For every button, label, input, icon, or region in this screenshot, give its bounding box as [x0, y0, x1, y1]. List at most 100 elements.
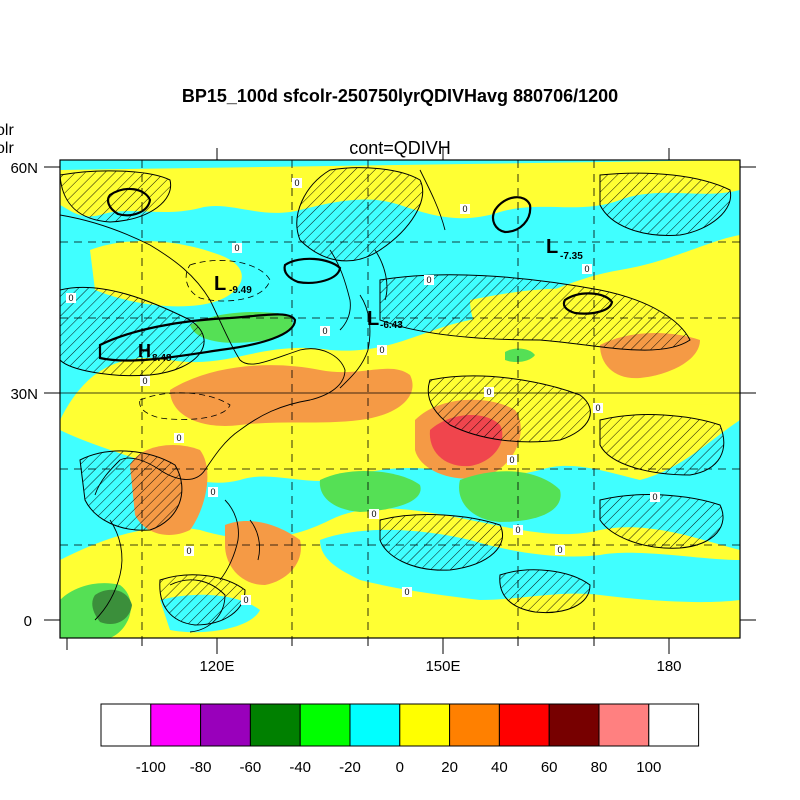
colorbar-tick-6: 20	[441, 759, 458, 776]
svg-text:0: 0	[210, 487, 215, 497]
svg-text:0: 0	[176, 433, 181, 443]
colorbar-tick-7: 40	[491, 759, 508, 776]
zero-label-7: 0	[140, 376, 150, 386]
hatch-sw	[79, 450, 183, 531]
colorbar-box-10	[598, 703, 650, 747]
field-orange-central	[170, 365, 413, 426]
svg-text:0: 0	[322, 326, 327, 336]
zero-label-18: 0	[402, 587, 412, 597]
lat-label-eq: 0	[24, 613, 32, 630]
hatch-se	[599, 414, 725, 476]
map-title: BP15_100d sfcolr-250750lyrQDIVHavg 88070…	[181, 86, 619, 106]
colorbar-box-1	[150, 703, 202, 747]
field-orange-south	[225, 520, 301, 585]
hatch-korea	[296, 167, 424, 262]
zero-label-21: 0	[582, 264, 592, 274]
contour-nw	[107, 187, 152, 217]
zero-label-14: 0	[369, 509, 379, 519]
low-center-1-value: -9.49	[229, 285, 252, 296]
low-center-1-symbol: L	[214, 273, 226, 295]
zero-label-8: 0	[484, 387, 494, 397]
bold-contours	[98, 187, 614, 362]
lat-label-60n: 60N	[10, 160, 38, 177]
zero-label-4: 0	[66, 293, 76, 303]
colorbar-box-11	[648, 703, 700, 747]
svg-text:0: 0	[584, 264, 589, 274]
zero-label-20: 0	[424, 275, 434, 285]
map-subtitle: cont=QDIVH	[349, 138, 451, 158]
contour-ne-2	[562, 292, 614, 315]
svg-text:0: 0	[371, 509, 376, 519]
hatch-nw	[60, 170, 172, 223]
colorbar-ticks: -100 -80 -60 -40 -20 0 20 40 60 80 100	[136, 759, 662, 776]
coast-borneo	[169, 579, 226, 633]
colorbar-box-6	[399, 703, 451, 747]
svg-text:0: 0	[557, 545, 562, 555]
high-center-symbol: H	[138, 341, 151, 361]
svg-text:0: 0	[379, 345, 384, 355]
hatch-sw-2	[159, 574, 246, 626]
zero-label-13: 0	[208, 487, 218, 497]
field-darkgreen-borneo	[92, 589, 132, 625]
colorbar	[100, 703, 700, 747]
low-center-3-value: -7.35	[560, 251, 583, 262]
svg-text:0: 0	[509, 455, 514, 465]
svg-text:0: 0	[68, 293, 73, 303]
dashed-contour-1	[185, 260, 271, 302]
coast-indochina	[94, 519, 123, 621]
hatch-south	[379, 514, 503, 571]
colorbar-tick-8: 60	[541, 759, 558, 776]
low-center-2-value: -6.43	[380, 320, 403, 331]
zero-label-6: 0	[377, 345, 387, 355]
colorbar-tick-0: -100	[136, 759, 166, 776]
svg-text:0: 0	[186, 546, 191, 556]
lon-label-150e: 150E	[425, 658, 460, 675]
colorbar-tick-5: 0	[396, 759, 404, 776]
zero-label-19: 0	[241, 595, 251, 605]
colorbar-tick-4: -20	[339, 759, 361, 776]
low-center-3-symbol: L	[546, 236, 558, 258]
zero-label-1: 0	[292, 178, 302, 188]
coast-philippines	[219, 499, 261, 581]
hatch-mid	[427, 375, 591, 443]
colorbar-box-0	[100, 703, 152, 747]
colorbar-tick-1: -80	[190, 759, 212, 776]
colorbar-tick-3: -40	[289, 759, 311, 776]
colorbar-tick-9: 80	[591, 759, 608, 776]
coastlines	[60, 169, 446, 633]
hatched-regions	[60, 167, 732, 626]
hatch-w	[60, 286, 205, 377]
hatch-ne	[599, 172, 732, 236]
field-green-ocean	[319, 470, 421, 512]
colorbar-box-2	[200, 703, 251, 747]
hatch-east	[379, 274, 691, 351]
colorbar-box-8	[498, 703, 550, 747]
plot-border	[59, 159, 741, 639]
zero-label-11: 0	[507, 455, 517, 465]
lon-label-120e: 120E	[199, 658, 234, 675]
zero-label-10: 0	[174, 433, 184, 443]
svg-text:0: 0	[486, 387, 491, 397]
axis-labels: 60N 30N 0 120E 150E 180	[10, 160, 681, 675]
coast-kamchatka	[419, 169, 446, 231]
zero-label-17: 0	[555, 545, 565, 555]
pressure-centers: L -9.49 L -6.43 L -7.35 H 8.48	[138, 236, 583, 364]
svg-text:0: 0	[462, 204, 467, 214]
zero-label-2: 0	[460, 204, 470, 214]
svg-text:0: 0	[142, 376, 147, 386]
svg-text:0: 0	[595, 403, 600, 413]
colorbar-box-7	[449, 703, 500, 747]
svg-text:0: 0	[426, 275, 431, 285]
lat-label-30n: 30N	[10, 386, 38, 403]
field-plot	[60, 160, 740, 638]
grid-lines	[60, 160, 740, 638]
colorbar-box-3	[249, 703, 301, 747]
zero-label-9: 0	[593, 403, 603, 413]
colorbar-tick-10: 100	[636, 759, 661, 776]
field-green-small	[505, 348, 535, 363]
svg-text:0: 0	[294, 178, 299, 188]
svg-text:0: 0	[404, 587, 409, 597]
zero-label-12: 0	[650, 492, 660, 502]
high-center-value: 8.48	[152, 353, 172, 364]
field-green-east	[459, 471, 561, 522]
